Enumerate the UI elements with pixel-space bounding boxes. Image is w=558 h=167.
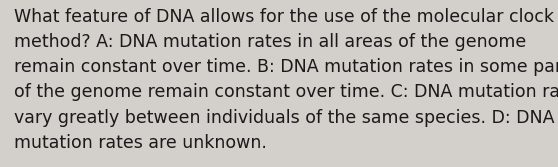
Text: What feature of DNA allows for the use of the molecular clock
method? A: DNA mut: What feature of DNA allows for the use o… xyxy=(14,8,558,152)
